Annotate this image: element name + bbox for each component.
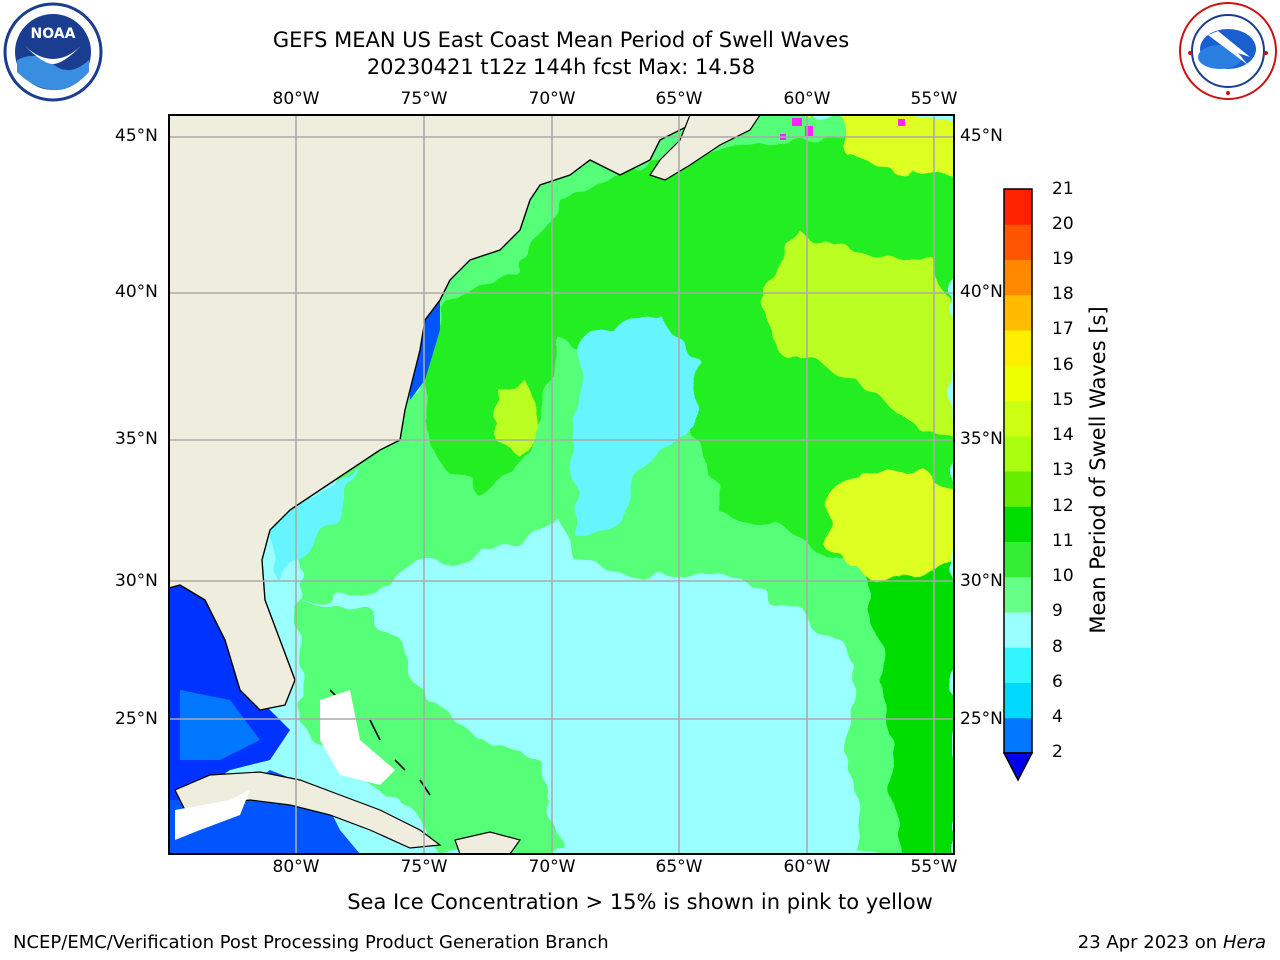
chart-title: GEFS MEAN US East Coast Mean Period of S… bbox=[272, 28, 850, 52]
colorbar bbox=[1002, 188, 1034, 782]
lat-label-left-30n: 30°N bbox=[115, 571, 158, 591]
lat-label-right-35n: 35°N bbox=[960, 429, 1003, 449]
nws-logo bbox=[1179, 2, 1277, 100]
noaa-logo: NOAA bbox=[3, 2, 103, 102]
footer-credit: NCEP/EMC/Verification Post Processing Pr… bbox=[13, 932, 609, 953]
cb-tick-14: 14 bbox=[1052, 425, 1074, 445]
field-11s-north bbox=[420, 125, 954, 560]
footer-date: 23 Apr 2023 on bbox=[1077, 932, 1223, 953]
sea-ice-dot bbox=[805, 115, 811, 118]
colorbar-segment bbox=[1004, 471, 1032, 507]
field-9s-southwest bbox=[300, 600, 560, 854]
cb-tick-20: 20 bbox=[1052, 214, 1074, 234]
colorbar-segment bbox=[1004, 259, 1032, 296]
lon-label-top-55w: 55°W bbox=[910, 89, 958, 109]
white-shallows bbox=[320, 690, 395, 785]
land-nova-scotia bbox=[649, 115, 761, 181]
noaa-logo-text: NOAA bbox=[31, 26, 76, 42]
cb-tick-6: 6 bbox=[1052, 672, 1063, 692]
lon-label-bottom-75w: 75°W bbox=[400, 857, 448, 877]
colorbar-segment bbox=[1004, 612, 1032, 648]
colorbar-segment bbox=[1004, 682, 1032, 719]
colorbar-segment bbox=[1004, 717, 1032, 754]
field-8s-coast bbox=[270, 470, 360, 580]
colorbar-segment bbox=[1004, 647, 1032, 683]
colorbar-label: Mean Period of Swell Waves [s] bbox=[1086, 306, 1110, 634]
cb-tick-18: 18 bbox=[1052, 284, 1074, 304]
colorbar-segment bbox=[1004, 294, 1032, 331]
cb-tick-19: 19 bbox=[1052, 249, 1074, 269]
lat-label-right-30n: 30°N bbox=[960, 571, 1003, 591]
field-13s-top bbox=[840, 115, 954, 180]
cb-tick-11: 11 bbox=[1052, 531, 1074, 551]
colorbar-segment bbox=[1004, 365, 1032, 401]
field-13s-east bbox=[820, 470, 954, 580]
cb-tick-9: 9 bbox=[1052, 601, 1063, 621]
cb-tick-2: 2 bbox=[1052, 742, 1063, 762]
field-11s-east bbox=[860, 500, 954, 854]
colorbar-segment bbox=[1004, 400, 1032, 437]
field-4s-gulf bbox=[180, 690, 260, 760]
lat-label-left-25n: 25°N bbox=[115, 709, 158, 729]
lat-label-right-25n: 25°N bbox=[960, 709, 1003, 729]
cb-tick-4: 4 bbox=[1052, 707, 1063, 727]
colorbar-frame bbox=[1003, 188, 1033, 754]
graticule bbox=[169, 115, 954, 854]
colorbar-segment bbox=[1004, 330, 1032, 366]
lat-label-left-45n: 45°N bbox=[115, 126, 158, 146]
footer-timestamp: 23 Apr 2023 on Hera bbox=[1078, 932, 1266, 953]
cb-tick-12: 12 bbox=[1052, 496, 1074, 516]
colorbar-segment bbox=[1004, 435, 1032, 472]
colorbar-segment bbox=[1004, 506, 1032, 542]
swell-period-map bbox=[168, 114, 955, 855]
lat-label-right-45n: 45°N bbox=[960, 126, 1003, 146]
field-13s-northeast bbox=[760, 230, 954, 440]
cb-tick-17: 17 bbox=[1052, 319, 1074, 339]
chart-subtitle: 20230421 t12z 144h fcst Max: 14.58 bbox=[366, 55, 756, 79]
sea-ice-caption: Sea Ice Concentration > 15% is shown in … bbox=[347, 890, 933, 914]
lon-label-bottom-55w: 55°W bbox=[910, 857, 958, 877]
colorbar-extend-triangle bbox=[1002, 752, 1034, 782]
lon-label-top-80w: 80°W bbox=[272, 89, 320, 109]
colorbar-segment bbox=[1004, 576, 1032, 613]
lon-label-bottom-60w: 60°W bbox=[783, 857, 831, 877]
lat-label-right-40n: 40°N bbox=[960, 282, 1003, 302]
lon-label-top-70w: 70°W bbox=[528, 89, 576, 109]
cb-tick-21: 21 bbox=[1052, 179, 1074, 199]
lon-label-bottom-70w: 70°W bbox=[528, 857, 576, 877]
lon-label-bottom-65w: 65°W bbox=[655, 857, 703, 877]
cb-tick-16: 16 bbox=[1052, 355, 1074, 375]
colorbar-segment bbox=[1004, 541, 1032, 578]
cb-tick-8: 8 bbox=[1052, 637, 1063, 657]
field-8s-center bbox=[570, 320, 700, 540]
white-shallows-cuba bbox=[175, 790, 250, 840]
lon-label-top-60w: 60°W bbox=[783, 89, 831, 109]
map-frame bbox=[168, 114, 955, 855]
colorbar-segments bbox=[1004, 189, 1032, 754]
lon-label-bottom-80w: 80°W bbox=[272, 857, 320, 877]
cb-tick-13: 13 bbox=[1052, 460, 1074, 480]
lat-label-left-40n: 40°N bbox=[115, 282, 158, 302]
colorbar-segment bbox=[1004, 224, 1032, 260]
footer-host: Hera bbox=[1222, 932, 1266, 953]
cb-tick-15: 15 bbox=[1052, 390, 1074, 410]
cb-tick-10: 10 bbox=[1052, 566, 1074, 586]
land-hispaniola bbox=[454, 831, 521, 854]
colorbar-segment bbox=[1004, 189, 1032, 225]
lon-label-top-75w: 75°W bbox=[400, 89, 448, 109]
lat-label-left-35n: 35°N bbox=[115, 429, 158, 449]
land-north-america bbox=[169, 115, 691, 711]
lon-label-top-65w: 65°W bbox=[655, 89, 703, 109]
